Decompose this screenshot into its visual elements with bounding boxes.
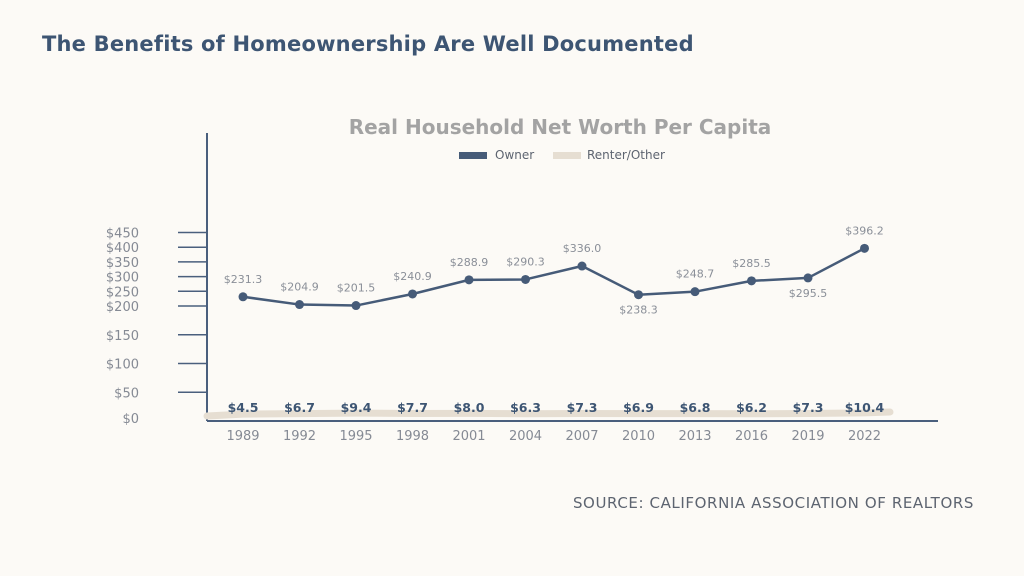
renter-data-label: $7.7: [397, 400, 428, 415]
x-tick-label: 2007: [565, 429, 598, 444]
y-tick-label: $450: [106, 227, 139, 242]
y-axis: $0 $50 $100 $150 $200$250$300$350$400$450: [106, 227, 207, 427]
x-tick-label: 2022: [848, 429, 881, 444]
owner-data-label: $201.5: [337, 282, 376, 295]
y-tick-label: $100: [106, 358, 139, 373]
owner-data-label: $295.5: [789, 287, 828, 300]
owner-data-label: $285.5: [732, 257, 771, 270]
owner-point: [634, 290, 643, 300]
owner-point: [803, 273, 813, 283]
legend-label-owner: Owner: [495, 148, 534, 162]
legend-swatch-renter: [553, 152, 581, 159]
chart-title: Real Household Net Worth Per Capita: [349, 115, 772, 139]
renter-data-label: $7.3: [567, 400, 598, 415]
owner-point: [747, 276, 756, 286]
renter-data-label: $9.4: [341, 400, 372, 415]
renter-data-label: $6.2: [736, 400, 767, 415]
x-tick-label: 2013: [678, 429, 711, 444]
owner-data-label: $248.7: [676, 268, 715, 281]
source-note: SOURCE: CALIFORNIA ASSOCIATION OF REALTO…: [572, 494, 974, 512]
owner-line: [242, 247, 866, 307]
owner-data-label: $204.9: [280, 281, 319, 294]
renter-data-label: $6.9: [623, 400, 654, 415]
legend: Owner Renter/Other: [459, 148, 665, 162]
x-tick-label: 1995: [339, 429, 372, 444]
owner-point: [295, 300, 304, 310]
owner-series: $231.3 $204.9 $201.5 $240.9 $288.9 $290.3 $336…: [224, 224, 884, 316]
x-axis: 1989 1992 1995 1998 2001 2004 2007 2010 2013 2016…: [226, 429, 881, 444]
x-tick-label: 2010: [622, 429, 655, 444]
renter-data-label: $6.7: [284, 400, 315, 415]
renter-data-label: $7.3: [793, 400, 824, 415]
renter-data-label: $10.4: [845, 400, 885, 415]
y-tick-label: $200: [106, 300, 139, 315]
legend-swatch-owner: [459, 152, 487, 159]
renter-line: [203, 408, 894, 420]
y-tick-label: $50: [114, 386, 139, 401]
x-tick-label: 2001: [452, 429, 485, 444]
x-tick-label: 1992: [283, 429, 316, 444]
y-tick-label: $150: [106, 329, 139, 344]
slide-title: The Benefits of Homeownership Are Well D…: [42, 32, 694, 56]
renter-data-label: $8.0: [454, 400, 485, 415]
owner-point: [521, 274, 530, 284]
y-tick-label: $250: [106, 285, 139, 300]
renter-series: $4.5 $6.7 $9.4 $7.7 $8.0 $6.3 $7.3 $6.9 $6.8 $6.2…: [203, 400, 894, 420]
owner-data-label: $288.9: [450, 256, 489, 269]
x-tick-label: 1989: [226, 429, 259, 444]
y-tick-label: $350: [106, 256, 139, 271]
owner-point: [860, 243, 869, 253]
y-tick-label: $0: [122, 412, 139, 427]
owner-data-label: $290.3: [506, 255, 545, 268]
owner-point: [351, 301, 361, 311]
renter-data-label: $6.3: [510, 400, 541, 415]
y-tick-label: $300: [106, 271, 139, 286]
x-tick-label: 2004: [509, 429, 542, 444]
owner-data-label: $238.3: [619, 304, 658, 317]
legend-label-renter: Renter/Other: [587, 148, 665, 162]
owner-data-label: $396.2: [845, 224, 884, 237]
owner-data-label: $240.9: [393, 270, 432, 283]
owner-point: [238, 292, 248, 302]
owner-data-label: $231.3: [224, 273, 263, 286]
x-tick-label: 1998: [396, 429, 429, 444]
x-tick-label: 2016: [735, 429, 768, 444]
x-tick-label: 2019: [791, 429, 824, 444]
owner-point: [690, 287, 700, 297]
renter-data-label: $4.5: [228, 400, 259, 415]
renter-data-label: $6.8: [680, 400, 711, 415]
owner-point: [577, 261, 587, 271]
owner-data-label: $336.0: [563, 242, 602, 255]
owner-point: [464, 275, 474, 285]
owner-point: [408, 289, 417, 299]
y-tick-label: $400: [106, 241, 139, 256]
